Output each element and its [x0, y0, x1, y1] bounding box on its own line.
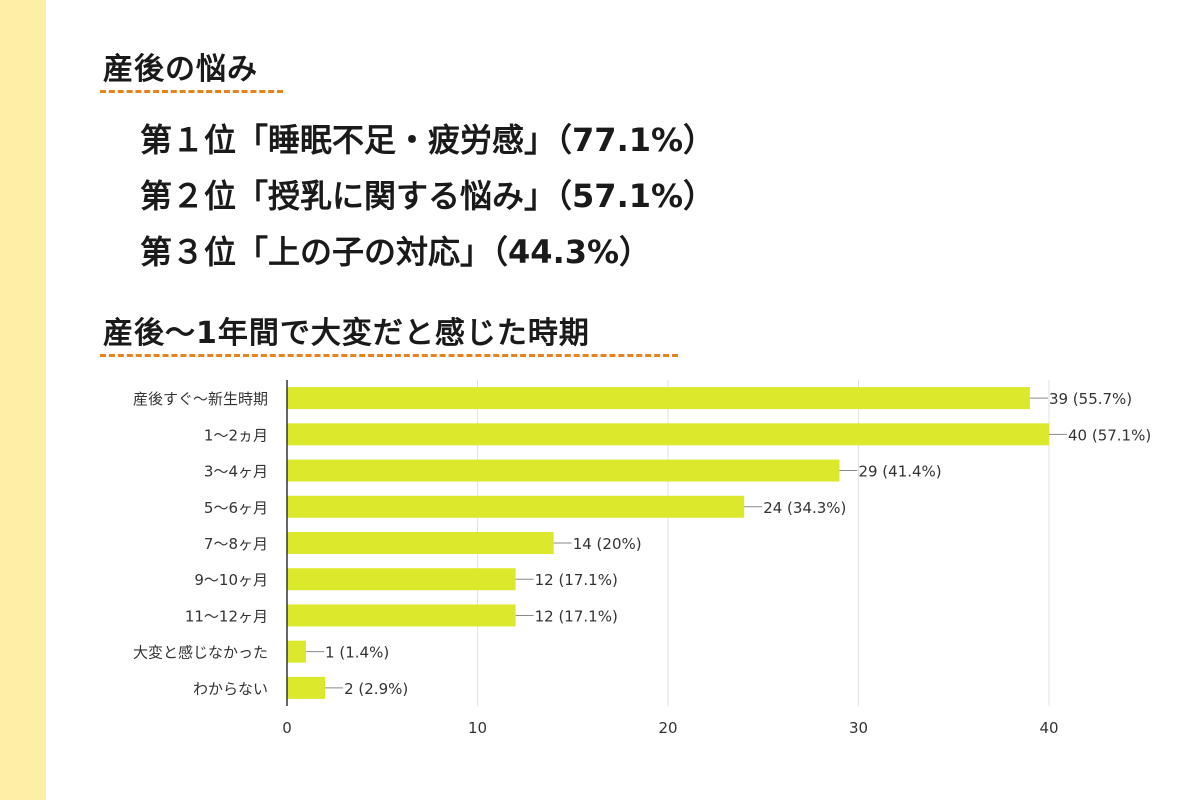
rank-label: 第１位 — [140, 121, 237, 159]
data-label: 14 (20%) — [573, 535, 642, 553]
bar — [287, 495, 745, 518]
rank-pct: （44.3%） — [492, 233, 652, 271]
x-tick-label: 40 — [1039, 719, 1058, 737]
rank-pct: （77.1%） — [556, 121, 716, 159]
rank-item-text: 「授乳に関する悩み」 — [236, 177, 557, 215]
section1-title-underline — [100, 90, 283, 93]
data-label: 24 (34.3%) — [763, 499, 846, 517]
bar — [287, 532, 554, 554]
bar — [287, 459, 840, 482]
ranking-item-2: 第２位「授乳に関する悩み」（57.1%） — [140, 168, 715, 224]
data-label: 12 (17.1%) — [535, 607, 618, 625]
category-label: 3〜4ヶ月 — [204, 463, 268, 481]
category-label: 9〜10ヶ月 — [194, 571, 268, 589]
x-tick-label: 0 — [282, 719, 292, 737]
category-label: 大変と感じなかった — [133, 644, 268, 662]
data-label: 40 (57.1%) — [1068, 426, 1151, 444]
category-label: 7〜8ヶ月 — [204, 535, 268, 553]
bar — [287, 568, 516, 591]
ranking-item-1: 第１位「睡眠不足・疲労感」（77.1%） — [140, 112, 715, 168]
x-tick-label: 20 — [658, 719, 677, 737]
category-label: 1〜2ヵ月 — [204, 426, 268, 444]
bar — [287, 604, 516, 627]
section2-title-underline — [100, 354, 678, 357]
bar — [287, 676, 326, 699]
ranking-item-3: 第３位「上の子の対応」（44.3%） — [140, 224, 715, 280]
x-tick-label: 10 — [468, 719, 487, 737]
category-label: 11〜12ヶ月 — [185, 607, 268, 625]
data-label: 2 (2.9%) — [344, 680, 408, 698]
rank-label: 第３位 — [140, 233, 237, 271]
rank-pct: （57.1%） — [556, 177, 716, 215]
category-label: 産後すぐ〜新生時期 — [133, 390, 268, 408]
section2-title: 産後〜1年間で大変だと感じた時期 — [103, 316, 590, 351]
data-label: 29 (41.4%) — [858, 463, 941, 481]
category-label: わからない — [193, 680, 268, 698]
data-label: 1 (1.4%) — [325, 644, 389, 662]
bar — [287, 387, 1030, 410]
data-label: 39 (55.7%) — [1049, 390, 1132, 408]
x-tick-label: 30 — [849, 719, 868, 737]
data-label: 12 (17.1%) — [535, 571, 618, 589]
section1-title: 産後の悩み — [103, 52, 258, 87]
category-label: 5〜6ヶ月 — [204, 499, 268, 517]
side-strip — [0, 0, 46, 800]
bar — [287, 423, 1049, 446]
rank-item-text: 「上の子の対応」 — [236, 233, 493, 271]
rank-label: 第２位 — [140, 177, 237, 215]
rank-item-text: 「睡眠不足・疲労感」 — [236, 121, 557, 159]
ranking-list: 第１位「睡眠不足・疲労感」（77.1%） 第２位「授乳に関する悩み」（57.1%… — [140, 112, 715, 280]
bar — [287, 640, 307, 663]
